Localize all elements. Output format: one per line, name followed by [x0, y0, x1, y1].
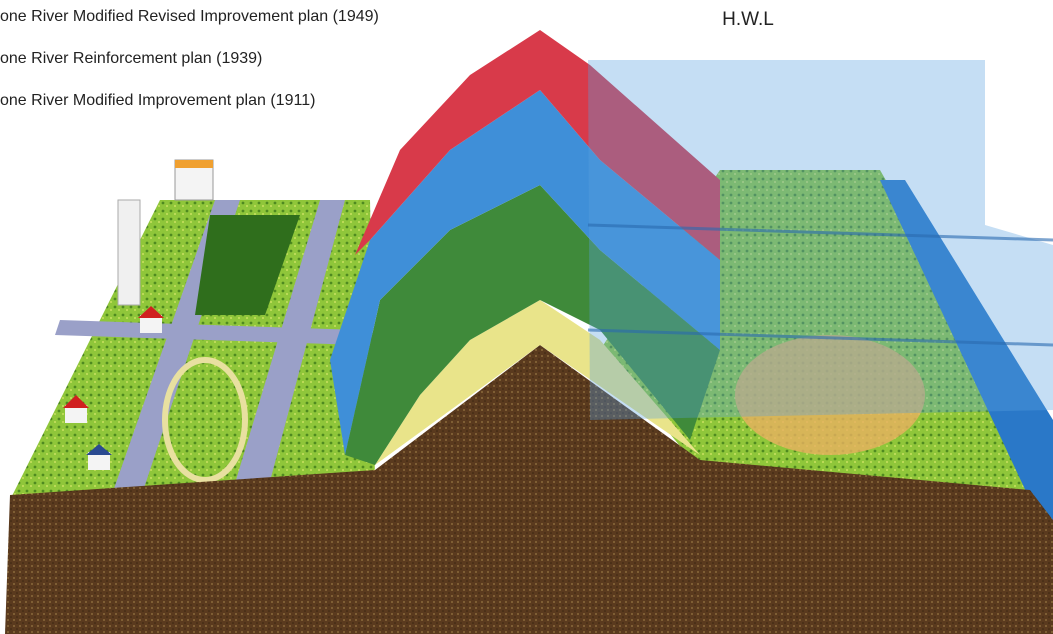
legend-label: one River Modified Revised Improvement p… — [0, 8, 379, 25]
building — [118, 200, 140, 305]
left-land — [10, 160, 375, 500]
water-level-label: H.W.L — [722, 9, 774, 30]
levee-illustration: one River Modified Revised Improvement p… — [0, 0, 1053, 634]
legend-label: one River Reinforcement plan (1939) — [0, 50, 262, 67]
roof — [175, 160, 213, 168]
legend-label: one River Modified Improvement plan (191… — [0, 92, 315, 109]
hwl-water — [588, 60, 1053, 420]
